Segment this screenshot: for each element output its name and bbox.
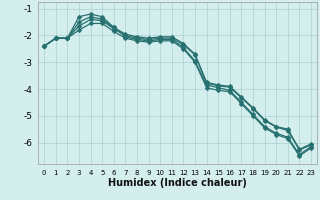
X-axis label: Humidex (Indice chaleur): Humidex (Indice chaleur) xyxy=(108,178,247,188)
